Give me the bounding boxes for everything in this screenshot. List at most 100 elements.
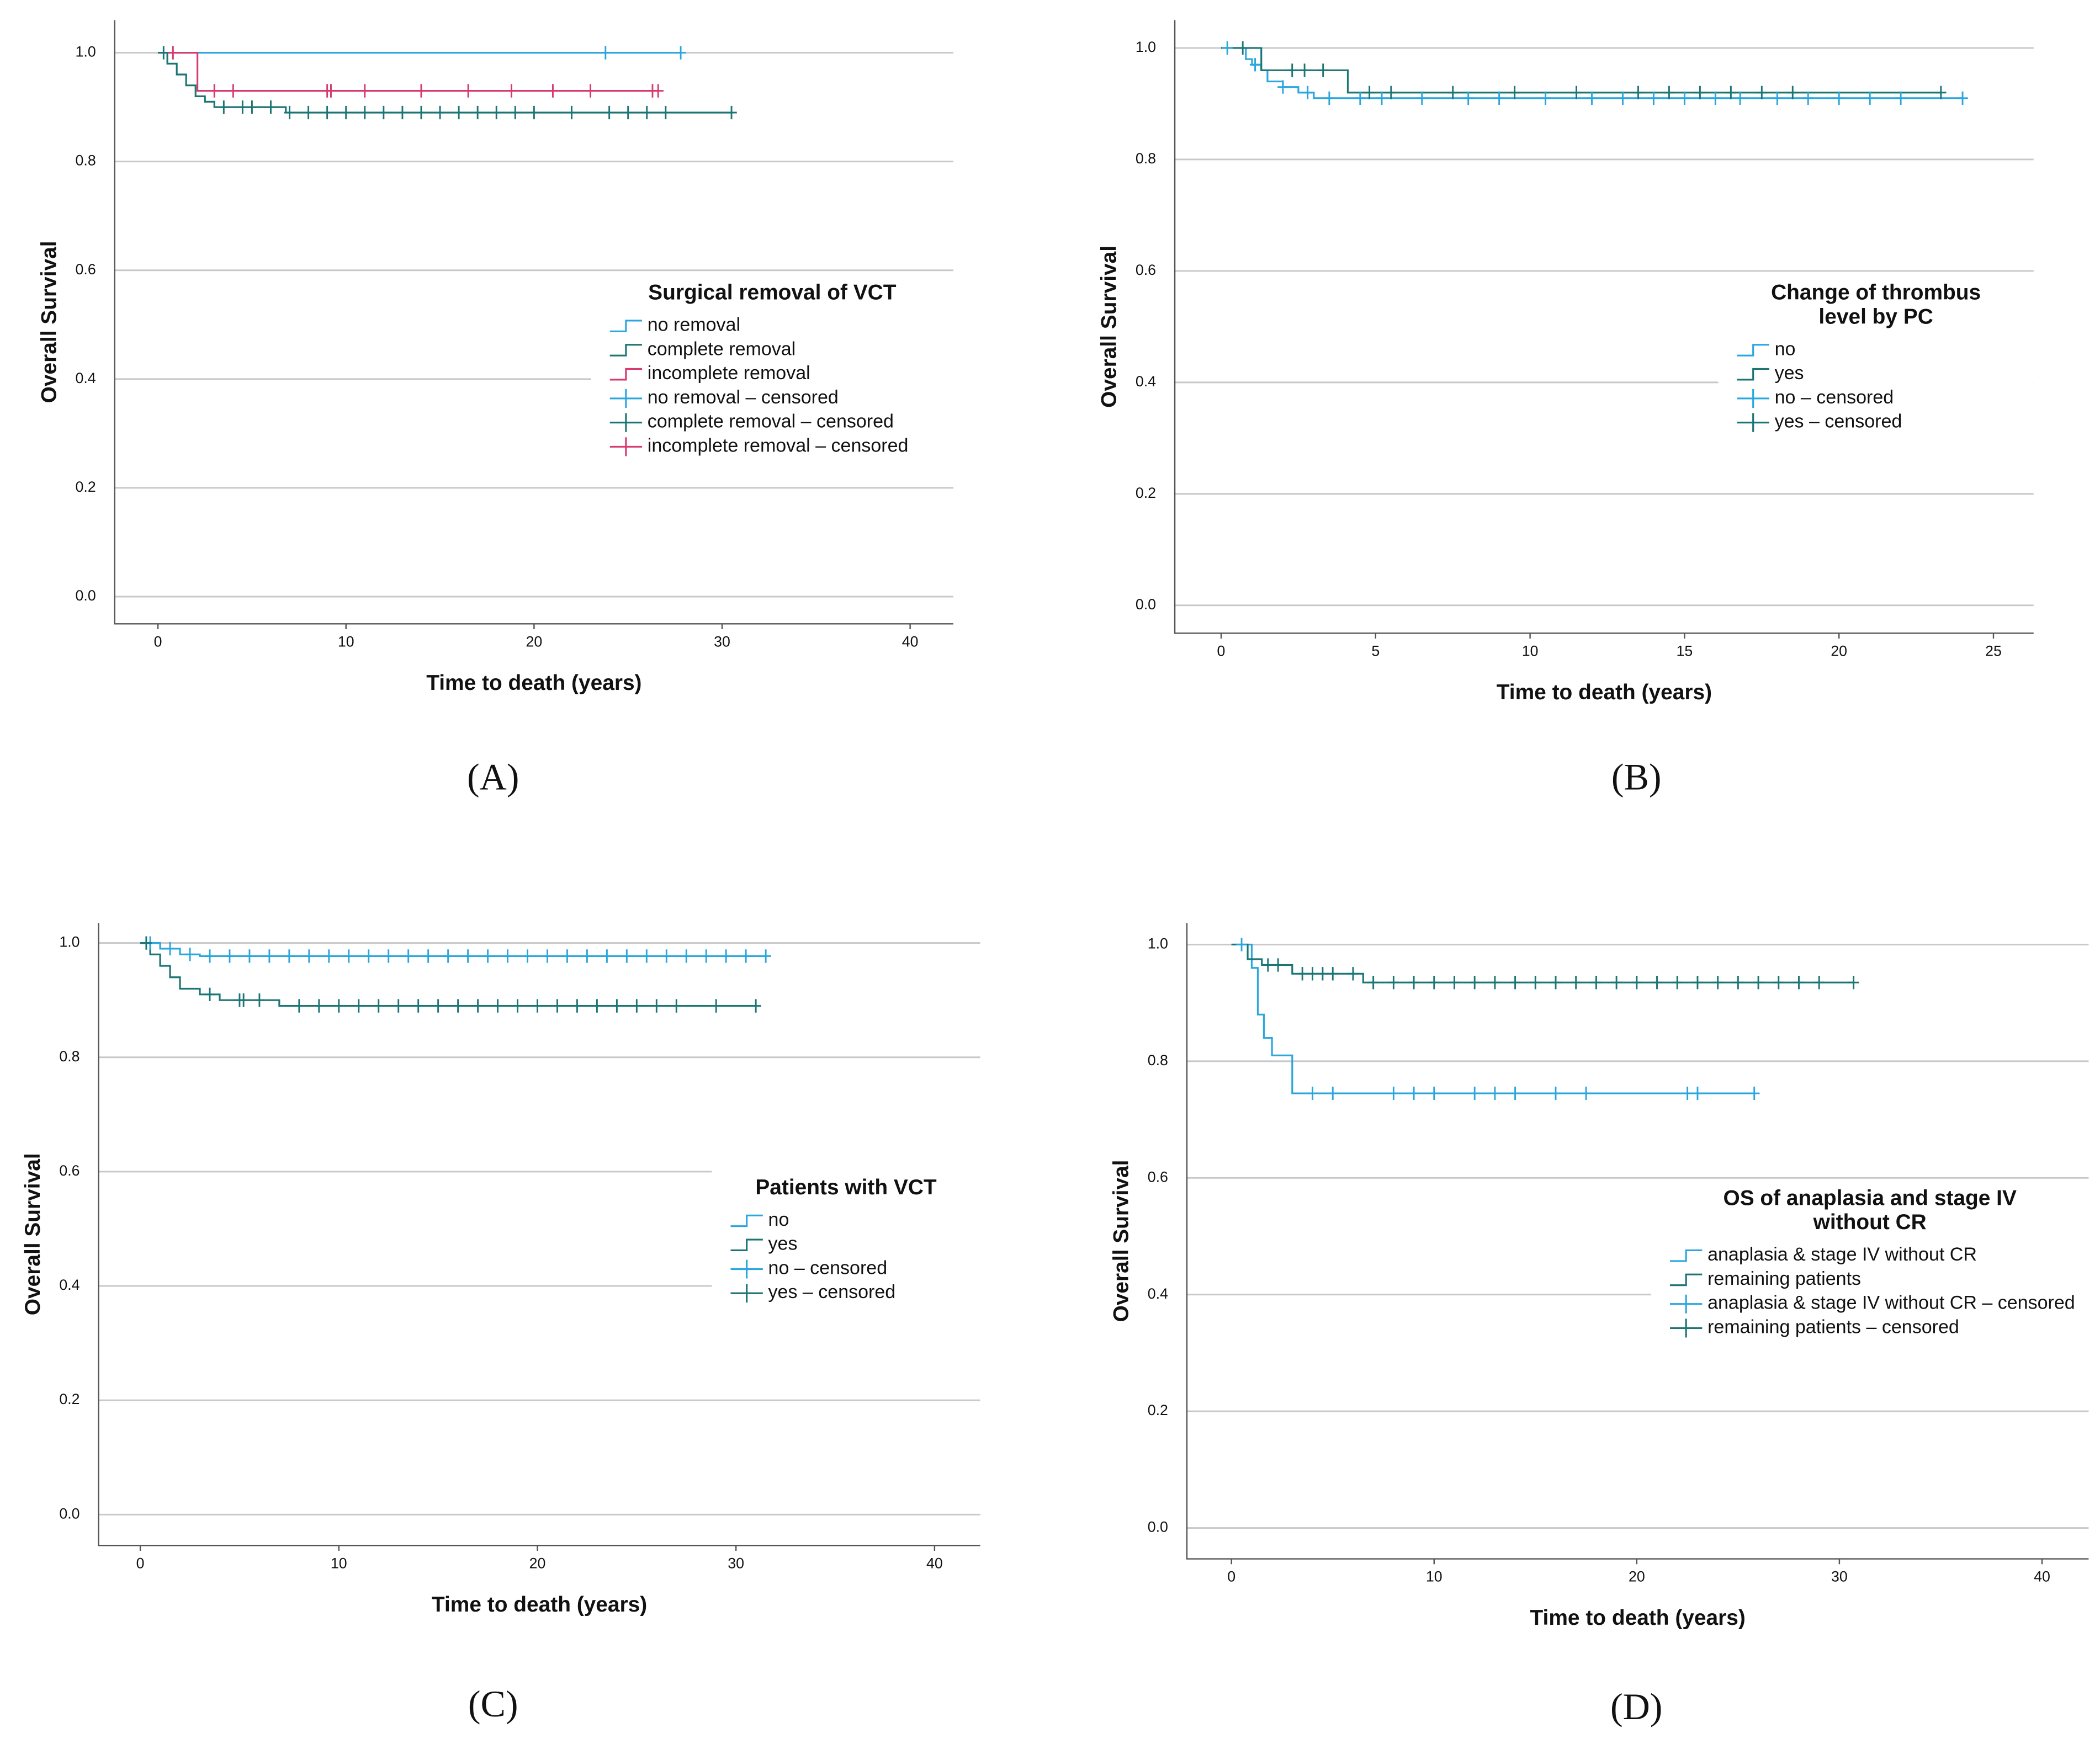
x-tick-label: 0 (1227, 1568, 1235, 1585)
censor-mark (462, 949, 474, 963)
censor-mark (621, 949, 633, 963)
censor-mark (641, 105, 653, 120)
censor-mark (651, 999, 662, 1013)
y-tick-label: 0.0 (1148, 1519, 1168, 1535)
censor-mark (1848, 976, 1859, 990)
censor-mark (566, 105, 577, 120)
censor-mark (1299, 63, 1310, 77)
censor-mark (528, 105, 540, 120)
censor-mark (1355, 91, 1366, 105)
legend-box (591, 275, 953, 474)
legend-label: no – censored (768, 1257, 888, 1278)
censor-mark (333, 999, 344, 1013)
censor-mark (1237, 41, 1248, 55)
y-tick-label: 0.2 (1148, 1402, 1168, 1418)
censor-mark (1530, 976, 1541, 990)
x-tick-label: 10 (1522, 642, 1539, 659)
censor-mark (363, 949, 374, 963)
censor-mark (1749, 1086, 1760, 1100)
legend-label: yes (768, 1233, 798, 1254)
censor-mark (1388, 976, 1399, 990)
censor-mark (167, 46, 179, 60)
censor-mark (1710, 91, 1721, 105)
censor-mark (237, 100, 248, 114)
legend-label: no (1775, 338, 1796, 359)
legend-symbol (730, 1214, 763, 1227)
y-tick-label: 0.8 (1136, 150, 1156, 167)
censor-mark (1833, 91, 1844, 105)
censor-mark (1725, 86, 1737, 99)
x-tick-label: 10 (331, 1555, 347, 1571)
censor-mark (1489, 976, 1500, 990)
axis-frame (1174, 20, 2034, 634)
censor-mark (1570, 976, 1582, 990)
y-tick-label: 0.8 (76, 152, 96, 169)
censor-mark (1772, 91, 1783, 105)
survival-curve (140, 942, 756, 1007)
censor-mark (434, 105, 446, 120)
censor-mark (1756, 86, 1768, 99)
x-tick-label: 40 (902, 633, 919, 650)
x-axis-label: Time to death (years) (1530, 1606, 1746, 1630)
legend-symbol (1737, 368, 1769, 381)
censor-mark (1679, 91, 1690, 105)
censor-mark (1302, 86, 1313, 99)
censor-mark (324, 949, 335, 963)
y-tick-label: 0.2 (59, 1391, 79, 1407)
legend-symbol (1737, 413, 1769, 432)
censor-mark (265, 100, 277, 114)
y-tick-label: 0.2 (76, 478, 96, 495)
y-tick-label: 0.4 (76, 370, 96, 386)
censor-mark (1632, 86, 1644, 99)
x-tick-label: 0 (154, 633, 162, 650)
censor-mark (1581, 1086, 1592, 1100)
censor-mark (254, 993, 265, 1007)
censor-mark (1462, 91, 1474, 105)
censor-mark (209, 84, 220, 98)
censor-mark (1367, 976, 1379, 990)
censor-mark (1540, 91, 1551, 105)
survival-curve (140, 942, 766, 958)
censor-mark (1864, 91, 1875, 105)
legend-label: remaining patients (1707, 1268, 1861, 1289)
censor-mark (1263, 958, 1274, 972)
censor-mark (1327, 1086, 1338, 1100)
legend-label: no (768, 1209, 789, 1230)
censor-mark (218, 100, 230, 114)
censor-mark (1236, 938, 1247, 951)
legend-symbol (730, 1259, 763, 1279)
censor-mark (1469, 1086, 1480, 1100)
censor-mark (760, 949, 771, 963)
y-tick-label: 0.4 (1136, 373, 1156, 390)
survival-curve (158, 52, 732, 114)
censor-mark (1590, 976, 1602, 990)
legend-symbol (1670, 1249, 1703, 1262)
censor-mark (359, 105, 370, 120)
legend-symbol (730, 1238, 763, 1252)
censor-mark (1307, 1086, 1318, 1100)
x-axis-label: Time to death (years) (432, 1593, 647, 1617)
y-tick-label: 0.4 (1148, 1285, 1168, 1302)
censor-mark (1272, 958, 1284, 972)
x-axis-label: Time to death (years) (426, 671, 641, 695)
censor-mark (264, 949, 275, 963)
censor-mark (571, 999, 583, 1013)
censor-mark (321, 105, 333, 120)
censor-mark (1617, 91, 1629, 105)
censor-mark (1648, 91, 1659, 105)
censor-mark (1447, 86, 1459, 99)
censor-mark (1509, 976, 1521, 990)
legend-symbol (609, 389, 643, 408)
x-tick-label: 15 (1677, 642, 1693, 659)
y-axis-label: Overall Survival (21, 1153, 45, 1315)
y-tick-label: 0.0 (76, 587, 96, 604)
censor-mark (492, 999, 503, 1013)
censor-mark (1694, 86, 1706, 99)
censor-mark (1408, 976, 1419, 990)
censor-mark (1469, 976, 1480, 990)
censor-mark (227, 84, 239, 98)
legend-symbol (609, 413, 643, 432)
legend-label: no removal (648, 315, 740, 336)
censor-mark (591, 999, 603, 1013)
